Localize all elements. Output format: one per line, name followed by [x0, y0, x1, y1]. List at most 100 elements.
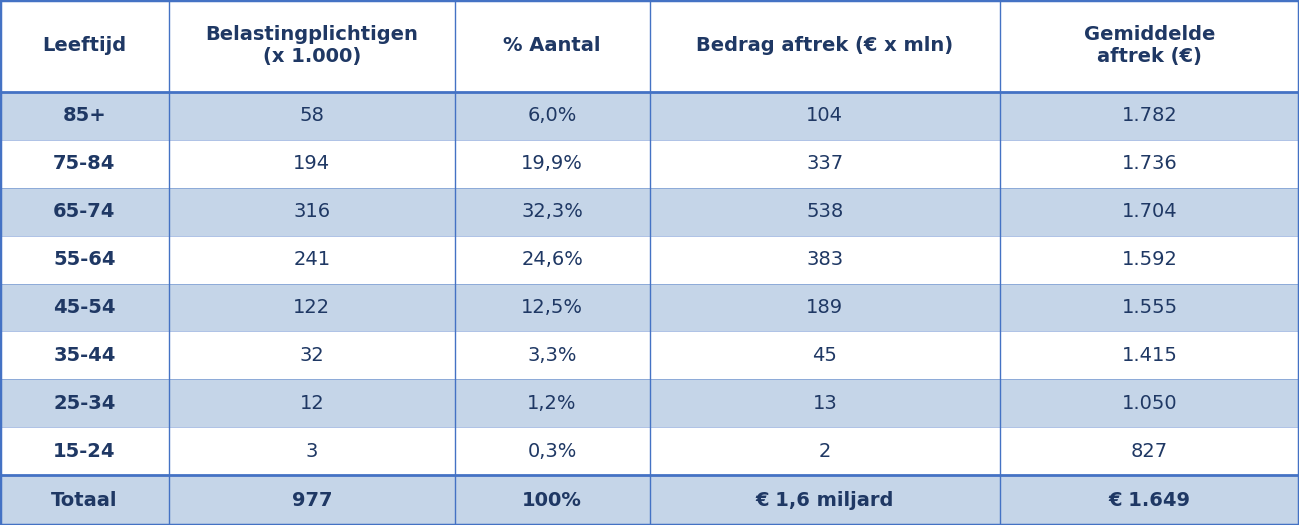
- Bar: [0, 236, 169, 284]
- Text: 58: 58: [299, 107, 325, 125]
- Bar: [1000, 331, 1299, 379]
- Text: 827: 827: [1131, 442, 1168, 460]
- Bar: [1000, 379, 1299, 427]
- Text: 1.050: 1.050: [1122, 394, 1177, 413]
- Bar: [455, 92, 650, 140]
- Bar: [1000, 475, 1299, 525]
- Bar: [0, 92, 169, 140]
- Text: 24,6%: 24,6%: [521, 250, 583, 269]
- Text: Gemiddelde
aftrek (€): Gemiddelde aftrek (€): [1083, 25, 1216, 67]
- Text: 6,0%: 6,0%: [527, 107, 577, 125]
- Text: 75-84: 75-84: [53, 154, 116, 173]
- Bar: [1000, 284, 1299, 331]
- Text: 189: 189: [807, 298, 843, 317]
- Text: 12,5%: 12,5%: [521, 298, 583, 317]
- Text: % Aantal: % Aantal: [503, 36, 601, 56]
- Text: Belastingplichtigen
(x 1.000): Belastingplichtigen (x 1.000): [205, 25, 418, 67]
- Text: 0,3%: 0,3%: [527, 442, 577, 460]
- Text: 1.782: 1.782: [1122, 107, 1177, 125]
- Bar: [169, 0, 455, 92]
- Text: 977: 977: [291, 490, 333, 510]
- Bar: [650, 427, 1000, 475]
- Text: 32: 32: [299, 346, 325, 365]
- Bar: [169, 140, 455, 188]
- Text: 25-34: 25-34: [53, 394, 116, 413]
- Bar: [1000, 140, 1299, 188]
- Text: 1.415: 1.415: [1121, 346, 1178, 365]
- Text: 65-74: 65-74: [53, 202, 116, 221]
- Bar: [650, 475, 1000, 525]
- Bar: [455, 427, 650, 475]
- Bar: [455, 0, 650, 92]
- Bar: [0, 0, 169, 92]
- Text: Totaal: Totaal: [51, 490, 118, 510]
- Text: 1.555: 1.555: [1121, 298, 1178, 317]
- Bar: [169, 236, 455, 284]
- Bar: [455, 331, 650, 379]
- Text: 1.592: 1.592: [1121, 250, 1178, 269]
- Bar: [1000, 0, 1299, 92]
- Text: 15-24: 15-24: [53, 442, 116, 460]
- Bar: [0, 140, 169, 188]
- Bar: [650, 284, 1000, 331]
- Bar: [1000, 188, 1299, 236]
- Bar: [0, 475, 169, 525]
- Text: 32,3%: 32,3%: [521, 202, 583, 221]
- Bar: [650, 92, 1000, 140]
- Bar: [169, 331, 455, 379]
- Text: 55-64: 55-64: [53, 250, 116, 269]
- Text: 337: 337: [807, 154, 843, 173]
- Text: € 1,6 miljard: € 1,6 miljard: [756, 490, 894, 510]
- Text: 241: 241: [294, 250, 330, 269]
- Text: 45-54: 45-54: [53, 298, 116, 317]
- Bar: [1000, 92, 1299, 140]
- Bar: [169, 284, 455, 331]
- Bar: [0, 284, 169, 331]
- Bar: [455, 379, 650, 427]
- Text: 13: 13: [812, 394, 838, 413]
- Bar: [0, 379, 169, 427]
- Text: 1.704: 1.704: [1122, 202, 1177, 221]
- Text: 35-44: 35-44: [53, 346, 116, 365]
- Text: 3: 3: [305, 442, 318, 460]
- Bar: [650, 379, 1000, 427]
- Bar: [455, 475, 650, 525]
- Bar: [650, 188, 1000, 236]
- Bar: [455, 188, 650, 236]
- Bar: [0, 331, 169, 379]
- Bar: [1000, 427, 1299, 475]
- Bar: [1000, 236, 1299, 284]
- Bar: [650, 331, 1000, 379]
- Bar: [455, 140, 650, 188]
- Text: € 1.649: € 1.649: [1108, 490, 1191, 510]
- Bar: [169, 427, 455, 475]
- Text: 45: 45: [812, 346, 838, 365]
- Bar: [169, 475, 455, 525]
- Text: 1.736: 1.736: [1122, 154, 1177, 173]
- Text: 104: 104: [807, 107, 843, 125]
- Text: 3,3%: 3,3%: [527, 346, 577, 365]
- Bar: [455, 236, 650, 284]
- Bar: [0, 427, 169, 475]
- Bar: [650, 236, 1000, 284]
- Text: 1,2%: 1,2%: [527, 394, 577, 413]
- Text: Leeftijd: Leeftijd: [43, 36, 126, 56]
- Bar: [169, 188, 455, 236]
- Bar: [650, 140, 1000, 188]
- Text: 12: 12: [299, 394, 325, 413]
- Bar: [650, 0, 1000, 92]
- Text: 383: 383: [807, 250, 843, 269]
- Text: 316: 316: [294, 202, 330, 221]
- Text: 122: 122: [294, 298, 330, 317]
- Bar: [0, 188, 169, 236]
- Text: 2: 2: [818, 442, 831, 460]
- Text: 194: 194: [294, 154, 330, 173]
- Bar: [169, 379, 455, 427]
- Bar: [169, 92, 455, 140]
- Text: 19,9%: 19,9%: [521, 154, 583, 173]
- Text: 538: 538: [807, 202, 843, 221]
- Bar: [455, 284, 650, 331]
- Text: 85+: 85+: [62, 107, 107, 125]
- Text: Bedrag aftrek (€ x mln): Bedrag aftrek (€ x mln): [696, 36, 953, 56]
- Text: 100%: 100%: [522, 490, 582, 510]
